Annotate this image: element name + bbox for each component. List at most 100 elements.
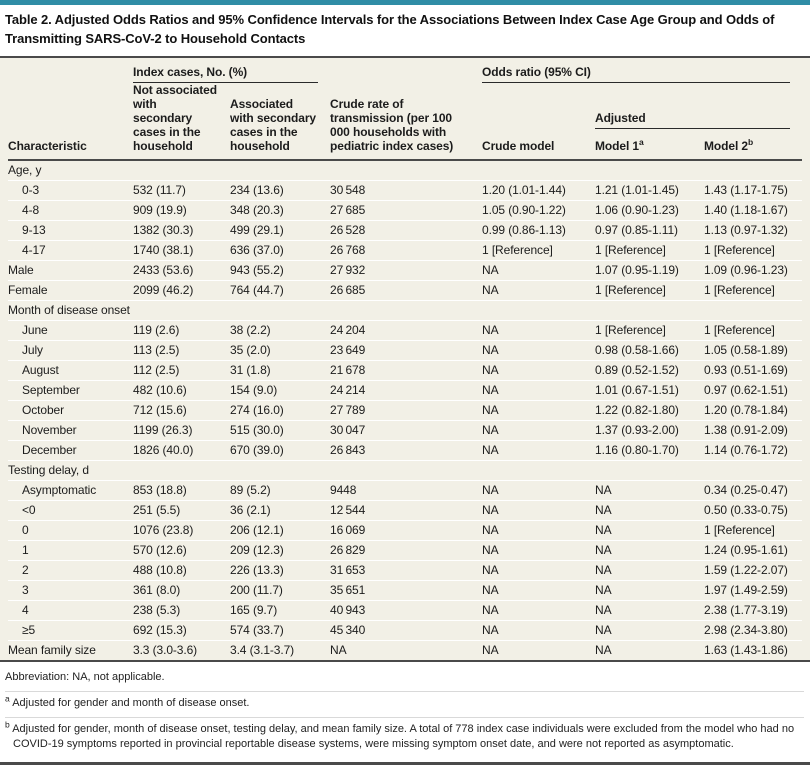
cell-value: 23 649 [330, 340, 483, 361]
cell-value: 31 653 [330, 560, 483, 581]
cell-value: 0.93 (0.51-1.69) [704, 360, 803, 381]
table-row: September 482 (10.6) 154 (9.0) 24 214 NA 1.01… [8, 380, 803, 401]
cell-value: NA [482, 560, 596, 581]
cell-value: 1.22 (0.82-1.80) [595, 400, 705, 421]
row-label: 0-3 [8, 180, 133, 201]
cell-value: NA [482, 400, 596, 421]
cell-value: 209 (12.3) [230, 540, 331, 561]
row-label: October [8, 400, 133, 421]
col-header-associated: Associated with secondary cases in the h… [230, 97, 316, 154]
row-label: 9-13 [8, 220, 133, 241]
cell-value: 36 (2.1) [230, 500, 331, 521]
cell-value: 0.50 (0.33-0.75) [704, 500, 803, 521]
table-row: Asymptomatic 853 (18.8) 89 (5.2) 9448 NA NA 0.… [8, 480, 803, 501]
cell-value: 0.97 (0.62-1.51) [704, 380, 803, 401]
cell-value: 1199 (26.3) [133, 420, 230, 441]
cell-value: 12 544 [330, 500, 483, 521]
cell-value: 1.01 (0.67-1.51) [595, 380, 705, 401]
table-body: Age, y 0-3 532 (11.7) 234 (13.6) 30 548 1.20 … [8, 158, 803, 660]
cell-value: 909 (19.9) [133, 200, 230, 221]
cell-value: 45 340 [330, 620, 483, 641]
cell-value: 1 [Reference] [595, 280, 705, 301]
cell-value: NA [482, 280, 596, 301]
col-header-model1: Model 1a [595, 137, 644, 154]
odds-ratio-table: Characteristic Index cases, No. (%) Crud… [8, 58, 803, 660]
col-header-not-associated: Not associated with secondary cases in t… [133, 82, 217, 154]
cell-value: 1.21 (1.01-1.45) [595, 180, 705, 201]
group-header-adjusted: Adjusted [595, 83, 802, 130]
footnote-b: b Adjusted for gender, month of disease … [5, 718, 795, 751]
section-row: Age, y [8, 158, 803, 181]
cell-value: 1.06 (0.90-1.23) [595, 200, 705, 221]
cell-value: 1 [Reference] [595, 320, 705, 341]
cell-value: 1.38 (0.91-2.09) [704, 420, 803, 441]
cell-value: 482 (10.6) [133, 380, 230, 401]
cell-value: 1.09 (0.96-1.23) [704, 260, 803, 281]
section-label: Testing delay, d [8, 460, 803, 481]
cell-value: NA [595, 580, 705, 601]
cell-value: 1.16 (0.80-1.70) [595, 440, 705, 461]
cell-value: NA [595, 560, 705, 581]
cell-value: NA [482, 340, 596, 361]
row-label: ≥5 [8, 620, 133, 641]
cell-value: 348 (20.3) [230, 200, 331, 221]
cell-value: 154 (9.0) [230, 380, 331, 401]
cell-value: 251 (5.5) [133, 500, 230, 521]
cell-value: NA [482, 520, 596, 541]
cell-value: NA [595, 620, 705, 641]
table-row: 0 1076 (23.8) 206 (12.1) 16 069 NA NA 1 [Refer… [8, 520, 803, 541]
table-row: 2 488 (10.8) 226 (13.3) 31 653 NA NA 1.59 (1.2… [8, 560, 803, 581]
cell-value: 16 069 [330, 520, 483, 541]
cell-value: NA [595, 600, 705, 621]
cell-value: 1740 (38.1) [133, 240, 230, 261]
cell-value: NA [330, 642, 347, 657]
cell-value: 26 528 [330, 220, 483, 241]
row-label: July [8, 340, 133, 361]
col-header-model2: Model 2b [704, 137, 754, 154]
accent-bar [0, 0, 810, 5]
table-row: 4-17 1740 (38.1) 636 (37.0) 26 768 1 [Refere… [8, 240, 803, 261]
col-header-crude-rate: Crude rate of transmission (per 100 000 … [330, 97, 455, 154]
table-row: 3 361 (8.0) 200 (11.7) 35 651 NA NA 1.97 (1.49… [8, 580, 803, 601]
cell-value: 30 548 [330, 180, 483, 201]
cell-value: 26 829 [330, 540, 483, 561]
section-row: Testing delay, d [8, 460, 803, 481]
cell-value: 1.40 (1.18-1.67) [704, 200, 803, 221]
cell-value: 165 (9.7) [230, 600, 331, 621]
table-container: Characteristic Index cases, No. (%) Crud… [0, 57, 810, 660]
cell-value: NA [482, 500, 596, 521]
cell-value: 1.24 (0.95-1.61) [704, 540, 803, 561]
cell-value: 574 (33.7) [230, 620, 331, 641]
cell-value: 1.20 (1.01-1.44) [482, 180, 596, 201]
cell-value: 24 204 [330, 320, 483, 341]
cell-value: 0.98 (0.58-1.66) [595, 340, 705, 361]
footnotes: Abbreviation: NA, not applicable. a Adju… [0, 662, 810, 761]
cell-value: 238 (5.3) [133, 600, 230, 621]
footnote-divider [5, 690, 804, 692]
cell-value: 38 (2.2) [230, 320, 331, 341]
cell-value: 226 (13.3) [230, 560, 331, 581]
cell-value: 1.20 (0.78-1.84) [704, 400, 803, 421]
cell-value: 532 (11.7) [133, 180, 230, 201]
cell-value: NA [482, 360, 596, 381]
footnote-divider [5, 716, 804, 718]
table-row: October 712 (15.6) 274 (16.0) 27 789 NA 1.22 … [8, 400, 803, 421]
footnote-a: a Adjusted for gender and month of disea… [5, 692, 250, 709]
cell-value: NA [595, 642, 612, 657]
cell-value: 712 (15.6) [133, 400, 230, 421]
abbreviation-note: Abbreviation: NA, not applicable. [5, 670, 165, 683]
cell-value: NA [482, 420, 596, 441]
cell-value: 35 (2.0) [230, 340, 331, 361]
cell-value: 1 [Reference] [704, 520, 803, 541]
table-row: 9-13 1382 (30.3) 499 (29.1) 26 528 0.99 (0.8… [8, 220, 803, 241]
cell-value: NA [482, 380, 596, 401]
cell-value: 0.97 (0.85-1.11) [595, 220, 705, 241]
cell-value: 515 (30.0) [230, 420, 331, 441]
table-row: <0 251 (5.5) 36 (2.1) 12 544 NA NA 0.50 (0.33-… [8, 500, 803, 521]
cell-value: 0.34 (0.25-0.47) [704, 480, 803, 501]
cell-value: 3.4 (3.1-3.7) [230, 642, 295, 657]
group-header-odds-ratio: Odds ratio (95% CI) [482, 58, 802, 83]
cell-value: 119 (2.6) [133, 320, 230, 341]
table-row: Male 2433 (53.6) 943 (55.2) 27 932 NA 1.07 (0… [8, 260, 803, 281]
